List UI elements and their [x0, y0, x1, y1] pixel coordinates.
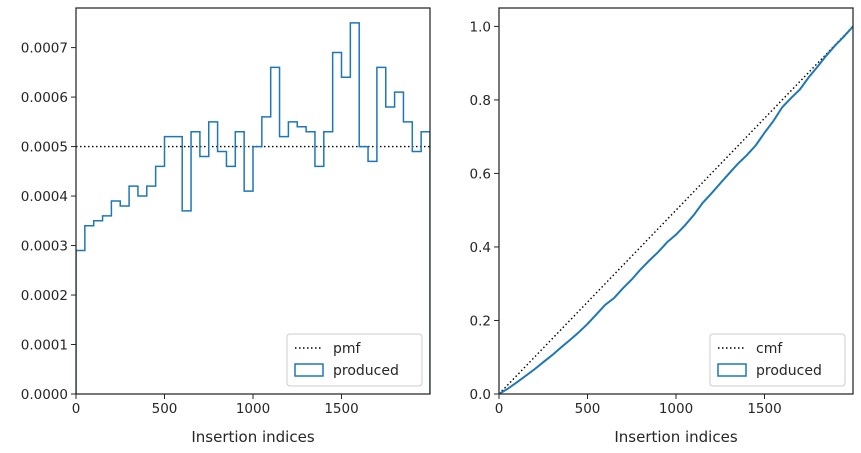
- y-tick-label: 0.0004: [21, 189, 68, 205]
- y-tick-label: 0.0000: [21, 387, 68, 403]
- x-tick-label: 1500: [324, 401, 358, 417]
- legend-swatch-produced: [294, 363, 324, 377]
- produced-histogram: [76, 22, 430, 394]
- x-tick-label: 500: [575, 401, 601, 417]
- x-axis-label: Insertion indices: [191, 428, 314, 446]
- legend-label-produced: produced: [756, 363, 822, 379]
- y-tick-label: 0.0006: [21, 90, 68, 106]
- y-tick-label: 0.0005: [21, 140, 68, 156]
- legend: pmf produced: [286, 333, 423, 387]
- legend-box: [286, 333, 423, 387]
- x-tick-label: 500: [152, 401, 178, 417]
- y-tick-label: 0.0003: [21, 239, 68, 255]
- y-tick-label: 0.0007: [21, 41, 68, 57]
- cmf-line: [499, 25, 853, 394]
- x-axis-label: Insertion indices: [614, 428, 737, 446]
- legend-label-produced: produced: [333, 363, 399, 379]
- plot-area: [76, 22, 430, 394]
- y-tick-label: 0.0: [470, 387, 491, 403]
- x-tick-label: 0: [495, 401, 504, 417]
- produced-curve: [499, 25, 853, 394]
- x-tick-label: 0: [72, 401, 81, 417]
- legend: cmf produced: [709, 333, 846, 387]
- axes-frame: [498, 7, 854, 395]
- plot-area: [499, 25, 853, 394]
- legend-swatch-produced: [717, 363, 747, 377]
- legend-box: [709, 333, 846, 387]
- y-tick-label: 0.8: [470, 93, 491, 109]
- axes-frame: [75, 7, 431, 395]
- y-tick-label: 0.0002: [21, 288, 68, 304]
- y-tick-label: 0.0001: [21, 338, 68, 354]
- chart-panel-2: 0 500 1000 1500 0.0 0.2 0.4 0.6 0.8 1.0 Insertion …: [470, 7, 854, 446]
- chart-panel-1: 0 500 1000 1500 0.0000 0.0001 0.0002 0.0003 0.00…: [21, 7, 431, 446]
- legend-label-reference: pmf: [333, 341, 362, 357]
- y-tick-label: 0.6: [470, 166, 491, 182]
- y-tick-label: 0.2: [470, 313, 491, 329]
- x-tick-label: 1000: [659, 401, 693, 417]
- x-tick-label: 1000: [236, 401, 270, 417]
- y-tick-label: 1.0: [470, 19, 491, 35]
- x-tick-label: 1500: [747, 401, 781, 417]
- legend-label-reference: cmf: [756, 341, 783, 357]
- y-tick-label: 0.4: [470, 240, 491, 256]
